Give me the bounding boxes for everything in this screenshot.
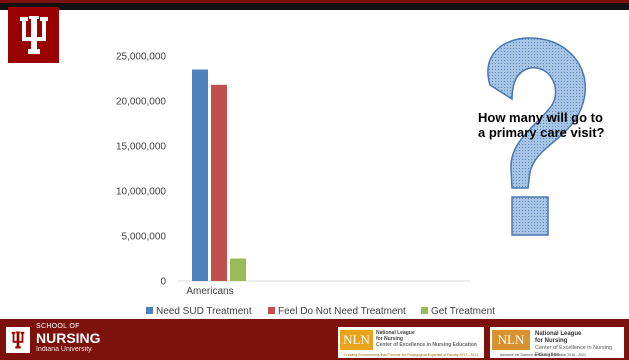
nln-logo: NLN [492, 330, 530, 350]
iu-trident-logo [8, 7, 59, 63]
top-bar [0, 0, 629, 10]
question-mark-icon [487, 37, 587, 236]
legend-swatch [268, 307, 275, 314]
nln-line1: National League [376, 330, 415, 336]
y-tick-label: 10,000,000 [116, 187, 166, 198]
y-tick-label: 5,000,000 [122, 232, 167, 243]
nln-title: National League for Nursing Center of Ex… [376, 330, 477, 348]
trident-icon [11, 331, 25, 349]
top-accent-line [0, 0, 629, 3]
nln-footnote: Advance the Science of Nursing Education… [500, 353, 587, 357]
bar-feel-do-not-need-treatment [211, 84, 227, 281]
y-tick-label: 0 [160, 277, 166, 288]
nln-footnote: Creating Environments that Promote the P… [344, 353, 479, 357]
bar-get-treatment [230, 258, 246, 281]
y-tick-label: 20,000,000 [116, 97, 166, 108]
bar-need-sud-treatment [192, 69, 208, 281]
nln-badge-card-1: NLN National League for Nursing Center o… [338, 327, 484, 358]
y-tick-label: 25,000,000 [116, 52, 166, 63]
legend-swatch [146, 307, 153, 314]
university-text: Indiana University [36, 346, 92, 353]
nln-logo: NLN [340, 330, 373, 350]
nln-line3: Center of Excellence in Nursing Educatio… [376, 342, 477, 348]
legend-swatch [421, 307, 428, 314]
nln-title: National League for Nursing Center of Ex… [535, 331, 624, 358]
nln-line3: Center of Excellence in Nursing Educatio… [535, 345, 613, 358]
legend-label: Get Treatment [431, 306, 495, 317]
footer-trident-logo [6, 327, 30, 353]
school-wordmark: SCHOOL OF NURSING Indiana University [36, 323, 101, 354]
category-label: Americans [186, 286, 233, 297]
trident-icon [19, 16, 48, 54]
nln-line2: for Nursing [376, 336, 403, 342]
school-of-text: SCHOOL OF [36, 323, 80, 330]
y-tick-label: 15,000,000 [116, 142, 166, 153]
legend-label: Feel Do Not Need Treatment [278, 306, 406, 317]
nln-line1: National League [535, 331, 582, 337]
nursing-text: NURSING [36, 330, 101, 346]
bar-chart: 0 5,000,000 10,000,000 15,000,000 20,000,000… [116, 37, 587, 317]
nln-badge-card-2: NLN National League for Nursing Center o… [490, 327, 624, 358]
annotation-text: How many will go to a primary care visit… [478, 110, 605, 140]
nln-line2: for Nursing [535, 338, 568, 344]
legend-label: Need SUD Treatment [156, 306, 252, 317]
